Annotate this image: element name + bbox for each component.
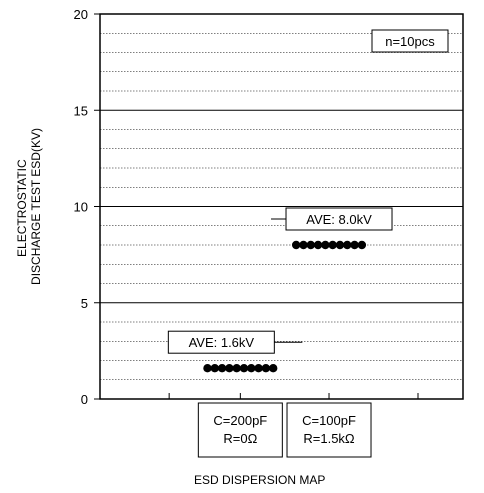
y-tick-label: 5 (81, 296, 88, 311)
data-point (299, 240, 308, 250)
y-axis-tick-labels: 0 5 10 15 20 (74, 7, 100, 407)
data-point (210, 364, 219, 373)
category-label-line: C=100pF (302, 413, 356, 428)
category-labels: C=200pF R=0Ω C=100pF R=1.5kΩ (197, 402, 372, 458)
y-tick-label: 20 (74, 7, 88, 22)
data-point (306, 240, 315, 250)
data-point (313, 240, 323, 250)
data-point (328, 240, 337, 250)
data-point (247, 364, 256, 373)
sample-count-box (371, 29, 449, 53)
y-axis-title-line-2: DISCHARGE TEST ESD(KV) (29, 128, 43, 285)
y-tick-label: 10 (74, 200, 88, 215)
annotation-box (285, 207, 393, 231)
y-axis-title: ELECTROSTATIC DISCHARGE TEST ESD(KV) (15, 128, 43, 285)
category-label-line: C=200pF (213, 413, 267, 428)
category-label-box (286, 402, 372, 458)
annotation-box (167, 330, 275, 354)
data-point (343, 240, 352, 250)
y-axis-title-line-1: ELECTROSTATIC (15, 159, 29, 257)
data-point (217, 364, 227, 373)
data-point (203, 364, 212, 373)
data-points (203, 240, 367, 373)
y-tick-label: 0 (81, 392, 88, 407)
data-point (225, 364, 234, 373)
data-point (321, 240, 330, 250)
category-label-box (197, 402, 283, 458)
sample-count-label: n=10pcs (385, 34, 435, 49)
data-point (357, 240, 367, 250)
category-label-line: R=1.5kΩ (303, 431, 355, 446)
grid-lines (100, 32, 463, 381)
data-point (335, 240, 345, 250)
data-point (239, 364, 249, 373)
annotations: AVE: 1.6kV AVE: 8.0kV n=10pcs (167, 29, 449, 354)
annotation-label: AVE: 8.0kV (306, 212, 372, 227)
annotation-label: AVE: 1.6kV (189, 335, 255, 350)
data-point (232, 364, 241, 373)
x-axis-ticks (168, 393, 419, 399)
data-point (350, 240, 359, 250)
category-label-line: R=0Ω (223, 431, 257, 446)
y-tick-label: 15 (74, 103, 88, 118)
x-axis-title: ESD DISPERSION MAP (194, 473, 325, 487)
data-point (261, 364, 271, 373)
data-point (254, 364, 263, 373)
data-point (291, 240, 301, 250)
data-point (268, 364, 278, 373)
